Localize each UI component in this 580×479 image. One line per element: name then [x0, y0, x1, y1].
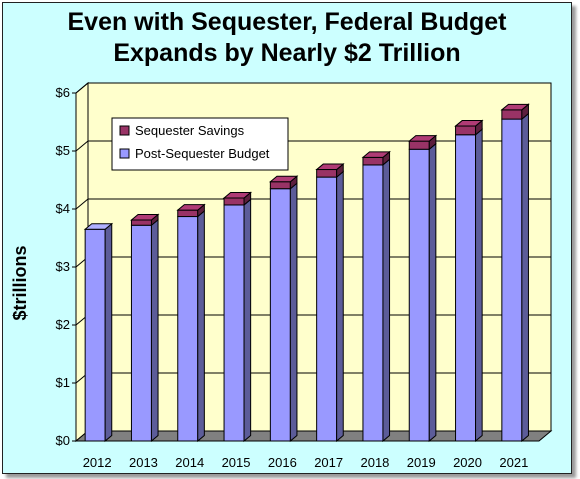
chart-title: Even with Sequester, Federal Budget Expa… [3, 7, 571, 69]
y-tick-label-4: $4 [56, 201, 70, 216]
bar-sequester-savings-2020 [455, 125, 477, 136]
x-tick-label-2013: 2013 [129, 455, 158, 470]
bar-top-2014 [176, 204, 206, 211]
bar-side-0-2020 [475, 128, 483, 443]
legend: Sequester Savings Post-Sequester Budget [111, 117, 289, 171]
bar-group-2018 [361, 150, 391, 443]
bar-sequester-savings-2021 [501, 109, 523, 120]
bar-sequester-savings-2018 [362, 156, 384, 166]
legend-box [111, 117, 289, 171]
bar-group-2016 [268, 175, 299, 443]
bar-sequester-savings-2014 [177, 209, 199, 218]
bar-post-sequester-budget-2018 [362, 164, 384, 442]
bar-group-2021 [500, 103, 530, 443]
bar-top-2019 [407, 135, 438, 142]
bar-top-2013 [130, 214, 160, 221]
x-tick-label-2012: 2012 [83, 455, 112, 470]
bar-side-0-2013 [150, 218, 159, 443]
bar-sequester-savings-2019 [408, 140, 430, 150]
y-tick-label-3: $3 [56, 259, 70, 274]
bar-group-2019 [407, 134, 438, 443]
bar-side-0-2021 [521, 112, 529, 443]
bar-side-0-2019 [428, 142, 437, 443]
x-axis-ticks: 2012 2013 2014 2015 2016 2017 2018 2019 2020 2021 [83, 455, 529, 470]
bar-side-0-2014 [197, 209, 205, 443]
bar-group-2014 [176, 203, 206, 443]
legend-label-post-sequester-budget: Post-Sequester Budget [135, 146, 270, 161]
bar-sequester-savings-2015 [223, 197, 245, 206]
bar-post-sequester-budget-2012 [84, 228, 106, 442]
bar-post-sequester-budget-2016 [269, 188, 291, 442]
bar-post-sequester-budget-2013 [130, 224, 152, 442]
y-tick-label-6: $6 [56, 85, 70, 100]
x-tick-label-2021: 2021 [499, 455, 528, 470]
bar-group-2020 [454, 119, 484, 443]
x-tick-label-2017: 2017 [314, 455, 343, 470]
y-axis-ticks: $0 $1 $2 $3 $4 $5 $6 [56, 85, 76, 448]
bar-top-2021 [500, 103, 530, 111]
legend-swatch-sequester-savings [119, 125, 130, 136]
bar-top-2016 [268, 175, 299, 183]
y-tick-label-2: $2 [56, 317, 70, 332]
bar-post-sequester-budget-2017 [316, 176, 338, 442]
bar-group-2015 [222, 191, 253, 443]
y-axis-label: $trillions [10, 245, 30, 320]
bar-post-sequester-budget-2014 [177, 216, 199, 442]
bar-top-2017 [315, 163, 345, 171]
x-tick-label-2015: 2015 [222, 455, 251, 470]
bar-post-sequester-budget-2021 [501, 118, 523, 442]
bar-top-2015 [222, 191, 253, 199]
y-tick-label-0: $0 [56, 433, 70, 448]
bar-side-0-2018 [382, 158, 391, 443]
bar-group-2012 [83, 222, 114, 443]
bar-sequester-savings-2017 [316, 169, 338, 178]
bar-post-sequester-budget-2020 [455, 134, 477, 442]
bar-group-2017 [315, 162, 345, 443]
bar-post-sequester-budget-2015 [223, 204, 245, 442]
chart-title-line-1: Even with Sequester, Federal Budget [67, 8, 507, 36]
bar-top-2020 [454, 120, 484, 127]
y-tick-label-5: $5 [56, 143, 70, 158]
x-tick-label-2016: 2016 [268, 455, 297, 470]
bar-chart: $0$1$2$3$4$5$6 2012 2013 2014 2015 2016 2017 2… [10, 81, 553, 470]
bar-side-0-2012 [104, 222, 113, 443]
bar-side-0-2017 [336, 170, 344, 443]
bars [83, 103, 530, 443]
bar-side-0-2016 [289, 182, 298, 443]
legend-label-sequester-savings: Sequester Savings [135, 123, 245, 138]
x-tick-label-2014: 2014 [175, 455, 204, 470]
bar-top-2018 [361, 151, 391, 158]
gridline-4 [75, 198, 551, 210]
x-tick-label-2018: 2018 [360, 455, 389, 470]
x-tick-label-2020: 2020 [453, 455, 482, 470]
x-tick-label-2019: 2019 [407, 455, 436, 470]
bar-top-2012 [83, 223, 114, 230]
chart-title-line-2: Expands by Nearly $2 Trillion [113, 39, 461, 67]
gridline-5 [75, 140, 551, 152]
y-tick-label-1: $1 [56, 375, 70, 390]
bar-sequester-savings-2013 [130, 219, 152, 226]
bar-side-0-2015 [243, 198, 252, 443]
bar-sequester-savings-2016 [269, 181, 291, 190]
chart-frame: Even with Sequester, Federal Budget Expa… [2, 2, 572, 474]
bar-post-sequester-budget-2019 [408, 148, 430, 442]
bar-group-2013 [130, 213, 160, 443]
gridline-6 [75, 82, 551, 94]
legend-swatch-post-sequester-budget [119, 148, 130, 159]
